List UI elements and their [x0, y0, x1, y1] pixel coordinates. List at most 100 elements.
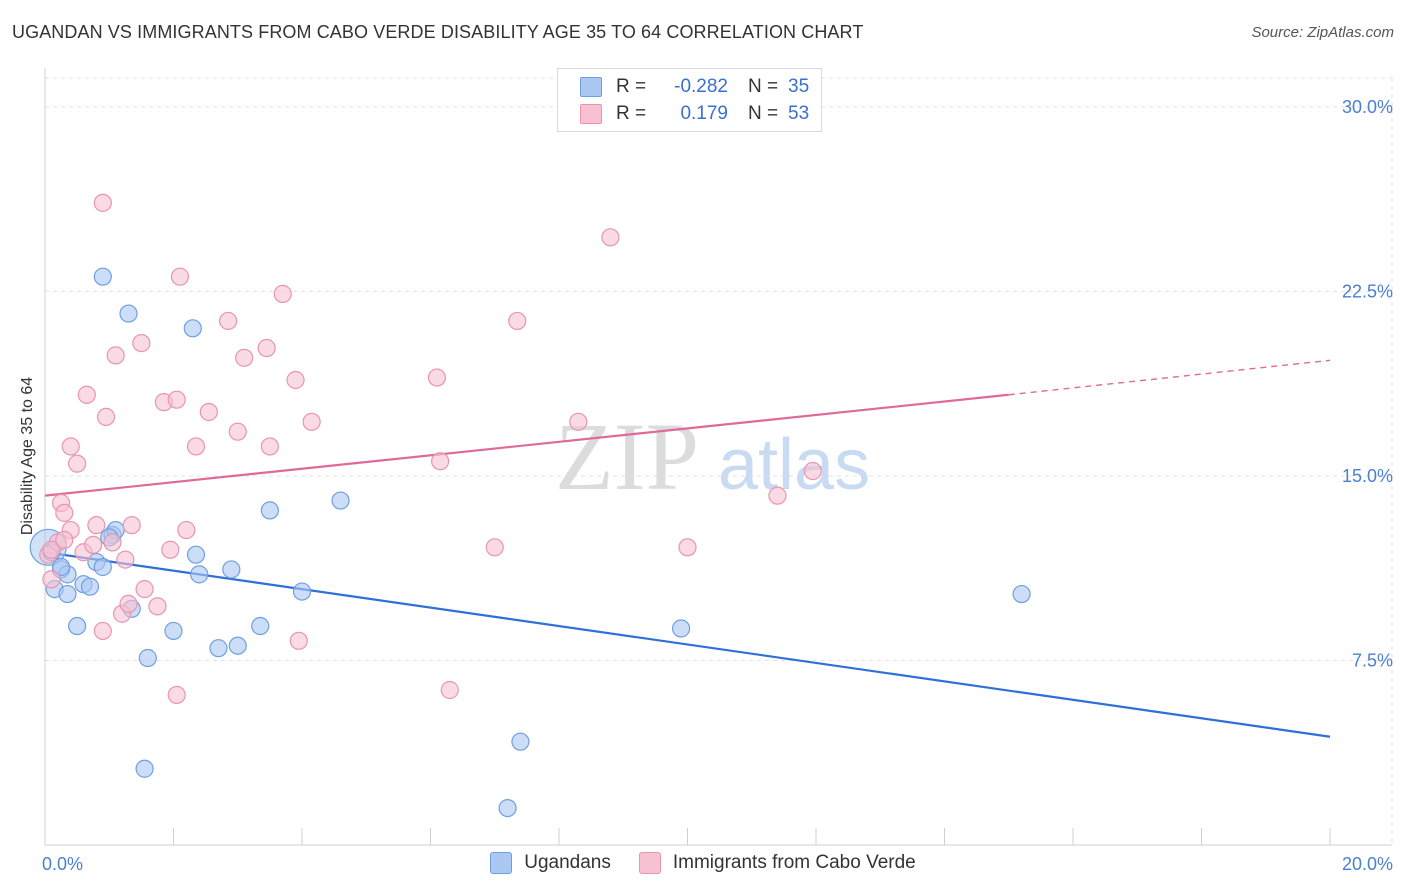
point-cabo-verde: [257, 338, 276, 358]
data-points: [29, 193, 1031, 818]
point-ugandans: [119, 304, 138, 323]
point-cabo-verde: [485, 538, 504, 557]
axes: [44, 68, 1392, 846]
legend-r-value: -0.282: [674, 76, 728, 97]
point-cabo-verde: [803, 461, 822, 481]
point-cabo-verde: [440, 680, 459, 700]
point-ugandans: [135, 759, 154, 778]
point-cabo-verde: [93, 193, 112, 212]
point-cabo-verde: [77, 385, 96, 404]
point-cabo-verde: [42, 540, 61, 559]
point-cabo-verde: [68, 454, 87, 473]
point-cabo-verde: [135, 580, 154, 599]
point-ugandans: [209, 639, 228, 658]
trend-line-extension: [1008, 359, 1331, 396]
point-cabo-verde: [61, 437, 80, 456]
legend-row-cabo-verde: R = 0.179 N = 53: [558, 100, 809, 128]
y-tick-label: 15.0%: [1342, 466, 1393, 486]
point-cabo-verde: [186, 437, 206, 456]
legend-swatch-cabo-verde: [638, 852, 661, 874]
legend-swatch-ugandans: [490, 852, 513, 874]
point-ugandans: [80, 577, 100, 596]
watermark: ZIP atlas: [555, 403, 870, 510]
watermark-atlas: atlas: [718, 425, 870, 505]
x-tick-label: 0.0%: [42, 854, 83, 874]
tick-labels: 7.5% 15.0% 22.5% 30.0% 0.0% 20.0%: [42, 97, 1393, 874]
point-cabo-verde: [289, 631, 308, 650]
point-ugandans: [58, 584, 77, 604]
point-cabo-verde: [177, 520, 196, 540]
point-cabo-verde: [55, 530, 74, 550]
point-ugandans: [331, 491, 350, 510]
trend-line-cabo-verde: [44, 393, 1009, 497]
point-cabo-verde: [55, 503, 74, 522]
point-cabo-verde: [148, 597, 167, 616]
y-tick-label: 30.0%: [1342, 97, 1393, 117]
point-ugandans: [251, 616, 270, 636]
legend-row-ugandans: R = -0.282 N = 35: [558, 73, 809, 101]
point-ugandans: [292, 582, 312, 601]
point-cabo-verde: [228, 422, 247, 441]
point-cabo-verde: [132, 333, 151, 353]
point-cabo-verde: [768, 486, 787, 505]
point-cabo-verde: [601, 228, 620, 247]
point-ugandans: [511, 732, 530, 751]
trend-line-ugandans: [44, 551, 1331, 738]
point-ugandans: [51, 557, 71, 577]
legend-r-value: 0.179: [680, 103, 728, 124]
legend-n-label: N =: [748, 76, 779, 97]
point-cabo-verde: [122, 516, 141, 535]
point-cabo-verde: [427, 368, 447, 387]
point-ugandans: [164, 621, 183, 641]
point-cabo-verde: [260, 437, 279, 456]
legend-n-value: 53: [788, 103, 810, 124]
y-tick-label: 7.5%: [1352, 650, 1393, 670]
point-ugandans: [228, 636, 247, 655]
point-ugandans: [93, 267, 112, 286]
legend-item-ugandans[interactable]: Ugandans: [490, 852, 611, 874]
point-cabo-verde: [286, 370, 305, 390]
series-legend: Ugandans Immigrants from Cabo Verde: [0, 852, 1406, 874]
point-cabo-verde: [103, 533, 122, 552]
point-cabo-verde: [167, 390, 186, 409]
chart-title: UGANDAN VS IMMIGRANTS FROM CABO VERDE DI…: [12, 22, 864, 42]
point-ugandans: [222, 560, 241, 579]
point-cabo-verde: [96, 407, 116, 427]
legend-r-label: R =: [616, 76, 647, 97]
point-ugandans: [190, 565, 209, 584]
point-cabo-verde: [508, 311, 527, 331]
point-ugandans: [93, 557, 112, 577]
point-cabo-verde: [273, 284, 292, 303]
point-cabo-verde: [569, 412, 588, 431]
point-cabo-verde: [167, 685, 186, 705]
legend-item-cabo-verde[interactable]: Immigrants from Cabo Verde: [638, 852, 916, 874]
point-cabo-verde: [42, 570, 61, 589]
legend-label-ugandans: Ugandans: [524, 852, 611, 873]
legend-r-label: R =: [616, 103, 647, 124]
point-cabo-verde: [119, 594, 138, 613]
legend-label-cabo-verde: Immigrants from Cabo Verde: [672, 852, 916, 873]
point-cabo-verde: [93, 621, 112, 641]
point-cabo-verde: [84, 535, 103, 554]
point-cabo-verde: [170, 267, 190, 286]
point-cabo-verde: [87, 516, 106, 535]
point-cabo-verde: [431, 452, 450, 471]
legend-n-label: N =: [748, 103, 779, 124]
point-ugandans: [1012, 584, 1031, 604]
point-cabo-verde: [199, 402, 218, 422]
point-cabo-verde: [161, 540, 180, 559]
point-ugandans: [671, 619, 691, 638]
x-tick-label: 20.0%: [1342, 854, 1393, 874]
y-tick-label: 22.5%: [1342, 281, 1393, 301]
point-cabo-verde: [302, 412, 321, 431]
trend-lines: [44, 359, 1331, 738]
point-cabo-verde: [235, 348, 254, 367]
point-ugandans: [498, 798, 517, 818]
source-label: Source: ZipAtlas.com: [1251, 24, 1394, 41]
point-ugandans: [186, 545, 206, 564]
correlation-legend: R = -0.282 N = 35 R = 0.179 N = 53: [557, 68, 822, 132]
point-cabo-verde: [106, 346, 125, 365]
point-ugandans: [68, 616, 87, 636]
point-cabo-verde: [116, 550, 135, 569]
